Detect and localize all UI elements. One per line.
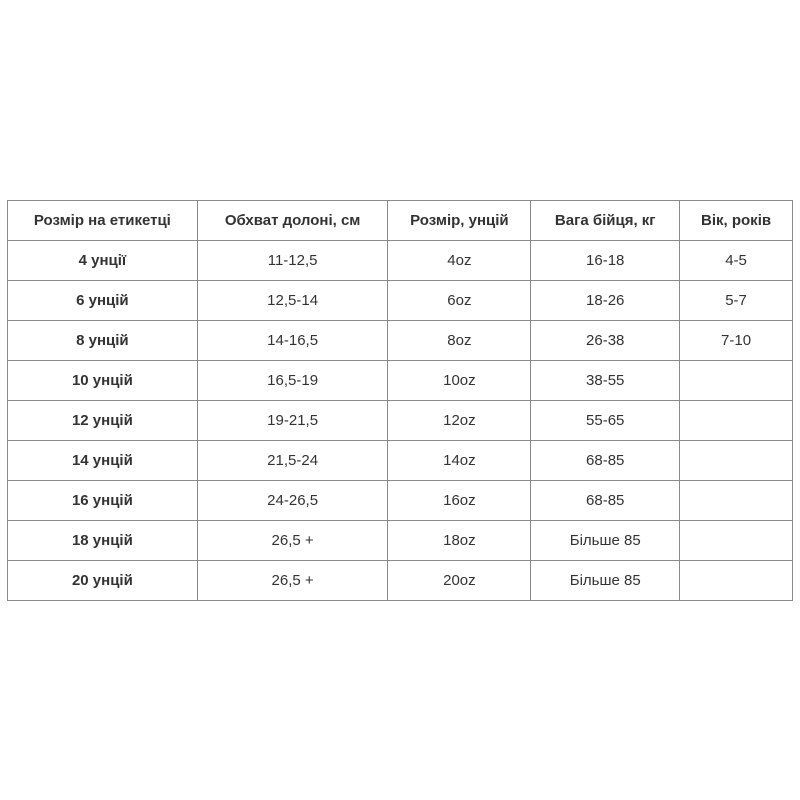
table-cell: [679, 480, 793, 521]
table-cell: 26,5 +: [196, 520, 389, 561]
table-cell: 14-16,5: [196, 320, 389, 361]
table-cell: 8oz: [387, 320, 532, 361]
table-cell: 10 унцій: [7, 360, 198, 401]
table-row: 4 унції 11-12,5 4oz 16-18 4-5: [7, 240, 793, 281]
table-cell: 4 унції: [7, 240, 198, 281]
table-cell: 14oz: [387, 440, 532, 481]
column-header: Обхват долоні, см: [196, 200, 389, 241]
column-header: Вага бійця, кг: [530, 200, 681, 241]
column-header: Розмір, унцій: [387, 200, 532, 241]
table-cell: 68-85: [530, 480, 681, 521]
table-cell: 6 унцій: [7, 280, 198, 321]
table-row: 6 унцій 12,5-14 6oz 18-26 5-7: [7, 280, 793, 321]
table-row: 8 унцій 14-16,5 8oz 26-38 7-10: [7, 320, 793, 361]
table-row: 20 унцій 26,5 +20oz Більше 85: [7, 560, 793, 601]
table-row: 12 унцій 19-21,5 12oz 55-65: [7, 400, 793, 441]
table-cell: 18 унцій: [7, 520, 198, 561]
table-cell: 8 унцій: [7, 320, 198, 361]
table-row: 18 унцій 26,5 +18oz Більше 85: [7, 520, 793, 561]
size-chart-table: Розмір на етикетці Обхват долоні, см Розмі…: [7, 200, 793, 601]
table-cell: 16-18: [530, 240, 681, 281]
table-cell: 12,5-14: [196, 280, 389, 321]
table-cell: 20 унцій: [7, 560, 198, 601]
table-cell: 16 унцій: [7, 480, 198, 521]
table-cell: 14 унцій: [7, 440, 198, 481]
table-cell: Більше 85: [530, 560, 681, 601]
table-cell: 6oz: [387, 280, 532, 321]
table-cell: 21,5-24: [196, 440, 389, 481]
table-cell: 12oz: [387, 400, 532, 441]
table-row: 16 унцій 24-26,5 16oz 68-85: [7, 480, 793, 521]
table-cell: 12 унцій: [7, 400, 198, 441]
table-cell: 16,5-19: [196, 360, 389, 401]
table-cell: 20oz: [387, 560, 532, 601]
table-cell: 24-26,5: [196, 480, 389, 521]
table-cell: 68-85: [530, 440, 681, 481]
table-cell: 11-12,5: [196, 240, 389, 281]
table-cell: 16oz: [387, 480, 532, 521]
table-cell: 18oz: [387, 520, 532, 561]
table-cell: 38-55: [530, 360, 681, 401]
table-cell: 19-21,5: [196, 400, 389, 441]
table-cell: [679, 400, 793, 441]
table-cell: 55-65: [530, 400, 681, 441]
table-cell: 18-26: [530, 280, 681, 321]
table-cell: [679, 560, 793, 601]
table-cell: Більше 85: [530, 520, 681, 561]
table-cell: 5-7: [679, 280, 793, 321]
table-cell: 26,5 +: [196, 560, 389, 601]
table-cell: 4oz: [387, 240, 532, 281]
table-cell: [679, 440, 793, 481]
table-cell: 26-38: [530, 320, 681, 361]
column-header: Розмір на етикетці: [7, 200, 198, 241]
table-cell: 4-5: [679, 240, 793, 281]
table-row: 14 унцій 21,5-24 14oz 68-85: [7, 440, 793, 481]
table-cell: 7-10: [679, 320, 793, 361]
table-cell: 10oz: [387, 360, 532, 401]
header-row: Розмір на етикетці Обхват долоні, см Розмі…: [7, 200, 793, 241]
column-header: Вік, років: [679, 200, 793, 241]
table-row: 10 унцій 16,5-19 10oz 38-55: [7, 360, 793, 401]
table-cell: [679, 520, 793, 561]
table-cell: [679, 360, 793, 401]
